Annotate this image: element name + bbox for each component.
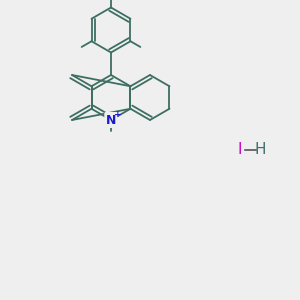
Text: I: I [238,142,242,158]
Text: H: H [255,142,266,158]
Text: N: N [106,113,116,127]
Text: +: + [114,110,122,119]
